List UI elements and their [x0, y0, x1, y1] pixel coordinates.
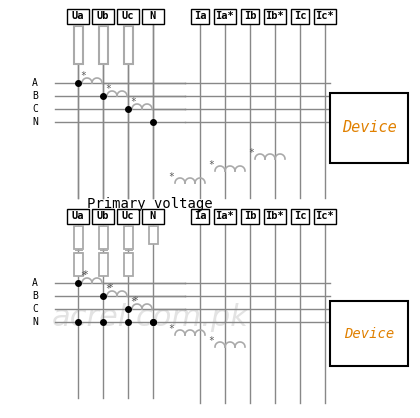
Text: A: A [32, 78, 38, 88]
Bar [214, 8, 236, 23]
Text: Ic: Ic [294, 11, 306, 21]
Bar [92, 8, 114, 23]
Text: *: * [132, 296, 138, 306]
Bar [117, 209, 139, 224]
Text: *: * [80, 271, 86, 281]
Text: Device: Device [344, 326, 394, 341]
Text: Ib*: Ib* [265, 211, 284, 221]
Bar [241, 209, 259, 224]
Text: Ic: Ic [294, 211, 306, 221]
Text: C: C [32, 104, 38, 114]
Bar [74, 252, 82, 275]
Text: Ia: Ia [194, 11, 206, 21]
Text: *: * [80, 71, 86, 81]
Text: acrel.com.pk: acrel.com.pk [52, 303, 249, 332]
Text: N: N [150, 11, 156, 21]
Text: Ib: Ib [244, 11, 256, 21]
Text: B: B [32, 291, 38, 301]
Bar [330, 301, 408, 366]
Text: *: * [130, 297, 136, 307]
Bar [291, 209, 309, 224]
Text: Ia: Ia [194, 211, 206, 221]
Bar [149, 225, 158, 244]
Bar [67, 8, 89, 23]
Bar [264, 8, 286, 23]
Text: *: * [208, 336, 214, 346]
Text: Uc: Uc [122, 211, 134, 221]
Bar [99, 225, 108, 248]
Text: Ub: Ub [97, 211, 109, 221]
Text: *: * [168, 324, 174, 334]
Text: N: N [32, 317, 38, 327]
Bar [291, 8, 309, 23]
Text: *: * [208, 160, 214, 170]
Text: N: N [32, 117, 38, 127]
Text: Ic*: Ic* [315, 11, 334, 21]
Bar [117, 8, 139, 23]
Bar [74, 25, 82, 64]
Bar [67, 209, 89, 224]
Bar [330, 93, 408, 163]
Text: Ib*: Ib* [265, 11, 284, 21]
Bar [191, 209, 209, 224]
Bar [74, 225, 82, 248]
Text: *: * [130, 97, 136, 107]
Text: A: A [32, 278, 38, 288]
Bar [142, 8, 164, 23]
Bar [214, 209, 236, 224]
Text: *: * [168, 172, 174, 182]
Text: *: * [82, 270, 88, 280]
Bar [123, 25, 132, 64]
Text: Ia*: Ia* [215, 211, 234, 221]
Bar [92, 209, 114, 224]
Bar [191, 8, 209, 23]
Text: *: * [105, 284, 111, 294]
Bar [99, 252, 108, 275]
Bar [123, 252, 132, 275]
Text: *: * [248, 148, 254, 158]
Text: Device: Device [341, 120, 396, 135]
Text: C: C [32, 304, 38, 314]
Text: Ua: Ua [72, 211, 84, 221]
Bar [241, 8, 259, 23]
Text: Ub: Ub [97, 11, 109, 21]
Text: Uc: Uc [122, 11, 134, 21]
Text: B: B [32, 91, 38, 101]
Text: Ia*: Ia* [215, 11, 234, 21]
Bar [99, 25, 108, 64]
Bar [314, 8, 336, 23]
Text: *: * [107, 283, 113, 293]
Text: Ua: Ua [72, 11, 84, 21]
Bar [123, 225, 132, 248]
Text: *: * [105, 84, 111, 94]
Bar [142, 209, 164, 224]
Text: Primary voltage: Primary voltage [87, 197, 213, 211]
Text: Ic*: Ic* [315, 211, 334, 221]
Text: Ib: Ib [244, 211, 256, 221]
Bar [264, 209, 286, 224]
Bar [314, 209, 336, 224]
Text: N: N [150, 211, 156, 221]
